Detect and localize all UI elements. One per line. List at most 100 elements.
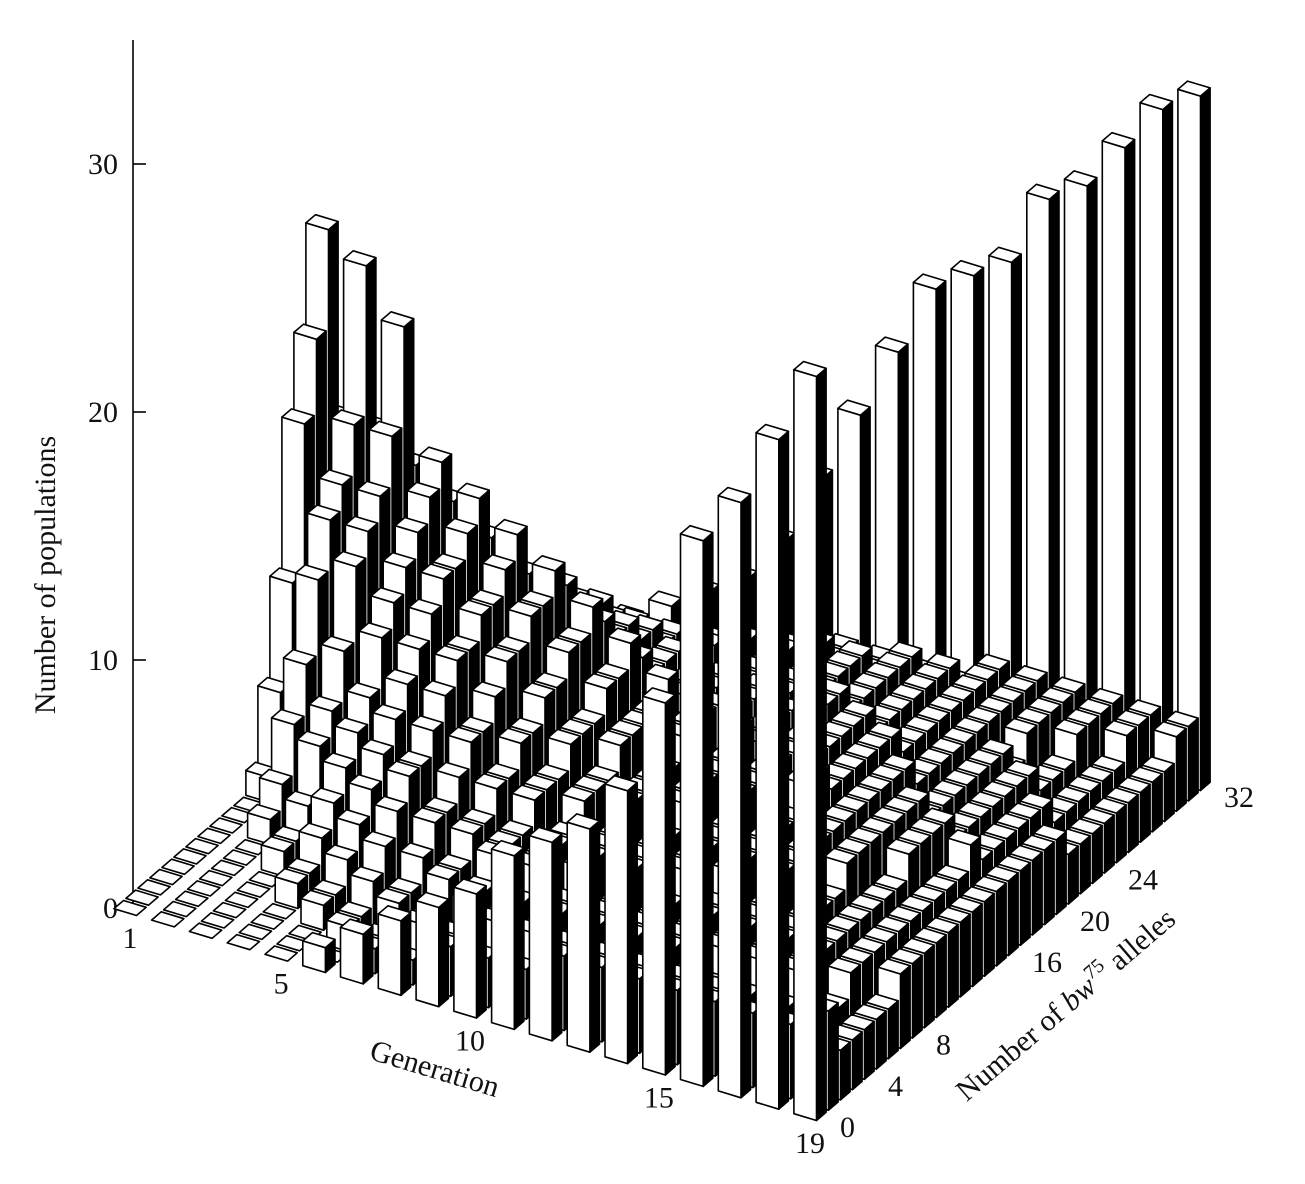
bar-top bbox=[935, 864, 970, 881]
bar-top bbox=[957, 801, 992, 818]
bar-top bbox=[356, 480, 391, 498]
bar-top bbox=[408, 598, 443, 615]
bar-top bbox=[186, 880, 221, 897]
bar-front bbox=[566, 821, 591, 1053]
bar-top bbox=[755, 423, 790, 441]
bar-top bbox=[1103, 719, 1138, 737]
bar bbox=[149, 868, 183, 886]
bar-side bbox=[437, 898, 450, 1008]
bar-top bbox=[330, 409, 365, 426]
bar-top bbox=[306, 504, 341, 521]
bar-top bbox=[342, 250, 377, 267]
bar-front bbox=[950, 268, 975, 724]
bar-top bbox=[301, 931, 336, 949]
bar-top bbox=[969, 790, 1004, 808]
bar-side bbox=[887, 999, 899, 1060]
bar-top bbox=[852, 672, 887, 689]
bar-top bbox=[346, 681, 381, 699]
bar bbox=[174, 890, 209, 908]
bar-top bbox=[859, 816, 894, 834]
x-tick-label: 19 bbox=[795, 1127, 825, 1160]
bar-top bbox=[358, 621, 393, 639]
bar bbox=[186, 880, 221, 897]
bar bbox=[125, 889, 159, 907]
bar-top bbox=[1001, 675, 1036, 693]
bar-side bbox=[995, 882, 1007, 967]
bar-top bbox=[457, 599, 492, 617]
bar-top bbox=[521, 681, 556, 699]
bar-top bbox=[349, 865, 384, 883]
bar-top bbox=[174, 890, 209, 908]
bar bbox=[188, 922, 223, 940]
bar-top bbox=[1039, 686, 1074, 704]
bar-front bbox=[717, 494, 742, 1099]
bar-front bbox=[793, 368, 818, 1122]
bar-top bbox=[406, 481, 441, 499]
bar-side bbox=[362, 925, 374, 985]
z-tick-label: 32 bbox=[1224, 781, 1254, 814]
bar-top bbox=[1019, 791, 1054, 809]
bar-top bbox=[385, 760, 420, 778]
bar bbox=[1026, 183, 1060, 746]
bar-front bbox=[1026, 191, 1051, 746]
bar bbox=[1101, 131, 1136, 769]
bar-top bbox=[566, 813, 601, 830]
bar bbox=[226, 933, 261, 951]
bar bbox=[161, 858, 195, 876]
bar-top bbox=[853, 1003, 887, 1021]
x-tick-label: 5 bbox=[274, 968, 289, 1001]
bar-top bbox=[262, 902, 297, 920]
bar-side bbox=[971, 902, 983, 988]
bar-top bbox=[881, 753, 916, 771]
bar-top bbox=[793, 360, 827, 378]
bar-top bbox=[973, 875, 1007, 893]
bar bbox=[246, 803, 281, 846]
bar-top bbox=[1015, 707, 1050, 725]
bar-top bbox=[1009, 844, 1043, 862]
bar-top bbox=[185, 837, 219, 855]
bar-front bbox=[604, 783, 629, 1065]
bar-top bbox=[1153, 720, 1187, 738]
bar-top bbox=[871, 806, 906, 824]
bar-side bbox=[959, 913, 971, 998]
bar-side bbox=[1043, 841, 1055, 926]
bar-top bbox=[1007, 802, 1042, 820]
bar-top bbox=[821, 805, 856, 822]
bar-top bbox=[339, 918, 374, 936]
bar-top bbox=[641, 687, 676, 704]
bar-side bbox=[1007, 872, 1019, 957]
bar-top bbox=[222, 849, 257, 866]
bar-top bbox=[162, 900, 197, 918]
bar-top bbox=[901, 937, 935, 955]
bar-top bbox=[361, 830, 396, 848]
bar bbox=[210, 859, 245, 877]
bar-top bbox=[947, 829, 982, 846]
bar-side bbox=[1067, 845, 1079, 905]
bar-top bbox=[173, 848, 207, 865]
bar-top bbox=[415, 891, 450, 909]
bar-top bbox=[993, 770, 1028, 788]
bar-top bbox=[989, 685, 1024, 703]
bar-top bbox=[495, 635, 530, 653]
bar-top bbox=[281, 408, 315, 425]
bar-top bbox=[902, 673, 937, 690]
bar-top bbox=[889, 947, 923, 965]
bar-side bbox=[777, 430, 790, 1110]
bar-top bbox=[533, 671, 568, 689]
bar-side bbox=[851, 1031, 863, 1091]
bar-top bbox=[827, 956, 862, 974]
bar-front bbox=[1177, 88, 1202, 792]
bar-top bbox=[895, 785, 930, 803]
bar-top bbox=[528, 826, 563, 844]
bar-top bbox=[545, 636, 580, 654]
bar-side bbox=[923, 944, 935, 1029]
bar-top bbox=[459, 716, 494, 733]
bar-top bbox=[1177, 80, 1211, 97]
bar-top bbox=[418, 446, 453, 464]
bar-top bbox=[997, 854, 1031, 872]
bar-side bbox=[935, 933, 947, 1019]
bar-front bbox=[377, 913, 402, 997]
bar-top bbox=[885, 838, 920, 856]
z-label-part: Number of bbox=[950, 993, 1076, 1108]
